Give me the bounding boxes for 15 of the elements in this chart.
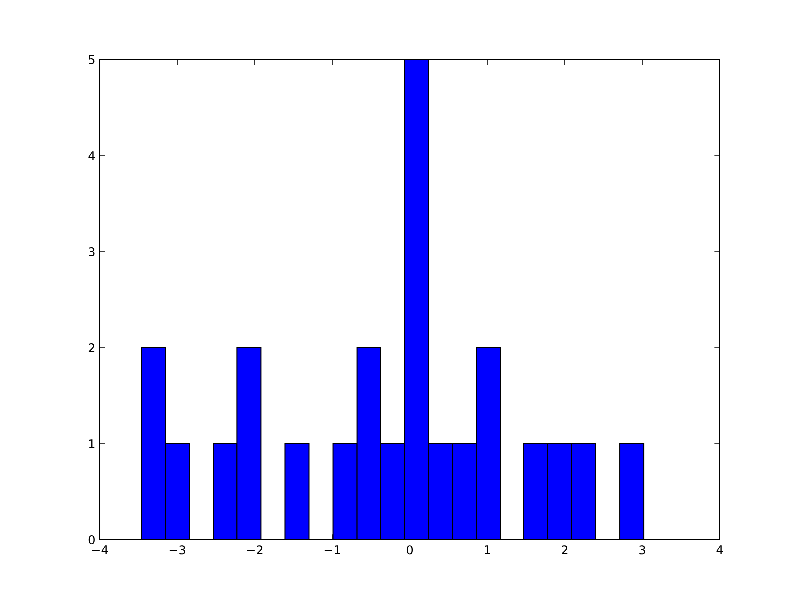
x-tick-label: 0 xyxy=(406,546,414,555)
y-tick-label: 1 xyxy=(89,440,95,448)
x-tick-label: −4 xyxy=(92,546,108,554)
y-tick-label: 4 xyxy=(88,152,96,160)
x-tick-label: 2 xyxy=(562,546,568,555)
y-tick-label: 3 xyxy=(89,247,95,257)
x-tick-label: −3 xyxy=(170,546,186,555)
x-tick-label: 3 xyxy=(640,546,646,555)
x-tick-label: −1 xyxy=(324,546,340,554)
x-tick-label: −2 xyxy=(247,546,263,555)
y-tick-label: 5 xyxy=(89,56,95,64)
x-tick-label: 4 xyxy=(716,546,724,554)
x-tick-label: 1 xyxy=(485,546,490,554)
y-tick-label: 0 xyxy=(88,535,95,545)
y-tick-label: 2 xyxy=(88,344,95,352)
